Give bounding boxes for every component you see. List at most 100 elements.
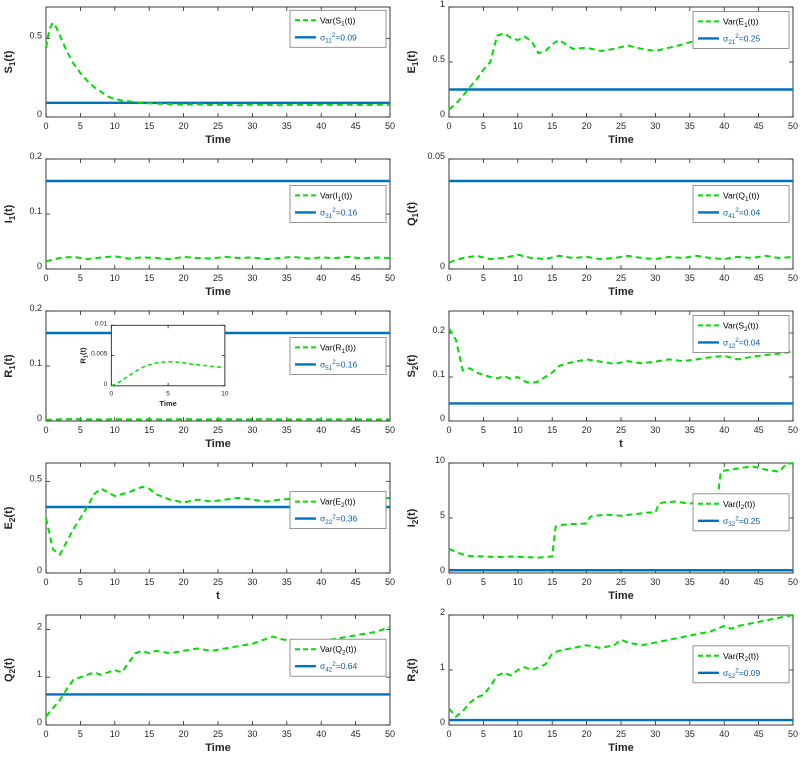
x-tick-label: 0 [43,729,48,739]
legend-entry-sigma: σ312=0.16 [320,207,358,220]
y-tick-label: 10 [435,456,445,465]
x-tick-label: 35 [685,425,695,435]
x-tick-label: 50 [788,425,798,435]
y-axis-label: E1(t) [406,50,420,73]
x-tick-label: 30 [650,577,660,587]
x-tick-label: 45 [351,121,361,131]
x-tick-label: 40 [719,121,729,131]
x-tick-label: 30 [650,425,660,435]
x-tick-label: 50 [385,121,395,131]
x-tick-label: 20 [179,729,189,739]
chart-I1: 0 5 10 15 20 25 30 35 40 45 50 0 0.1 0.2 Time I1(t) Var(… [3,151,395,298]
y-axis-label: I1(t) [3,204,17,223]
y-tick-label: 0.2 [29,304,42,313]
x-tick-label: 5 [78,273,83,283]
chart-R1: 0 5 10 15 20 25 30 35 40 45 50 0 0.1 0.2 Time R1(t) 0 5 10… [3,303,395,450]
x-tick-label: 0 [446,425,451,435]
legend: Var(R2(t)) σ522=0.09 [692,645,790,684]
variance-series [45,255,391,263]
y-tick-label: 5 [440,510,445,520]
chart-S1: 0 5 10 15 20 25 30 35 40 45 50 0 0.5 Time S1(t) Var(S1(… [3,6,395,146]
y-axis-label: Q2(t) [3,658,17,682]
x-tick-label: 5 [481,729,486,739]
y-tick-label: 1 [440,662,445,672]
x-tick-label: 15 [144,577,154,587]
legend: Var(I2(t)) σ322=0.25 [692,493,790,532]
x-axis-label: Time [608,590,633,602]
x-tick-label: 5 [78,577,83,587]
inset-variance-series [111,360,225,387]
legend-entry-variance: Var(E2(t)) [320,497,356,509]
x-tick-label: 20 [582,577,592,587]
legend: Var(R1(t)) σ512=0.16 [289,337,387,375]
x-tick-label: 20 [582,425,592,435]
y-tick-label: 0.2 [432,325,445,335]
x-tick-label: 35 [282,273,292,283]
legend-entry-variance: Var(I2(t)) [723,499,755,511]
x-tick-label: 5 [481,273,486,283]
x-tick-label: 40 [316,273,326,283]
x-tick-label: 15 [547,577,557,587]
x-tick-label: 5 [481,121,486,131]
legend-entry-sigma: σ422=0.64 [320,661,358,674]
x-tick-label: 40 [719,425,729,435]
x-tick-label: 30 [247,577,257,587]
x-tick-label: 20 [179,121,189,131]
x-tick-label: 35 [685,273,695,283]
y-tick-label: 0 [37,565,42,575]
x-tick-label: 15 [144,729,154,739]
y-tick-label: 0 [104,381,108,388]
y-axis-label: I2(t) [406,508,420,527]
x-tick-label: 35 [282,121,292,131]
x-tick-label: 25 [616,273,626,283]
x-axis-label: Time [159,399,176,408]
x-tick-label: 30 [247,729,257,739]
y-axis-label: S1(t) [3,50,17,73]
x-tick-label: 30 [650,273,660,283]
plot-box [45,614,391,726]
y-tick-label: 0.1 [29,206,42,216]
x-tick-label: 30 [247,121,257,131]
x-tick-label: 0 [446,577,451,587]
x-tick-label: 20 [179,273,189,283]
y-axis-label: R2(t) [406,658,420,682]
legend-entry-variance: Var(I1(t)) [320,190,352,202]
subplot-I1: 0 5 10 15 20 25 30 35 40 45 50 0 0.1 0.2 Time I1(t) Var(… [0,151,403,304]
x-tick-label: 25 [616,425,626,435]
x-tick-label: 45 [351,729,361,739]
subplot-R1: 0 5 10 15 20 25 30 35 40 45 50 0 0.1 0.2 Time R1(t) 0 5 10… [0,303,403,456]
y-axis-label: Q1(t) [406,202,420,226]
subplot-S2: 0 5 10 15 20 25 30 35 40 45 50 0 0.1 0.2 t S2(t) Var(S2(… [403,304,806,456]
chart-E1: 0 5 10 15 20 25 30 35 40 45 50 0 0.5 1 Time E1(t) Var(E1… [406,0,798,146]
y-tick-label: 0.05 [427,152,445,161]
x-tick-label: 35 [685,577,695,587]
legend-entry-variance: Var(S1(t)) [320,15,356,27]
x-tick-label: 10 [513,577,523,587]
y-tick-label: 0 [440,413,445,423]
y-tick-label: 0 [37,717,42,727]
y-tick-label: 2 [37,621,42,631]
x-tick-label: 10 [110,729,120,739]
y-tick-label: 0.1 [432,369,445,379]
x-tick-label: 5 [78,729,83,739]
x-tick-label: 10 [110,425,120,435]
subplot-E2: 0 5 10 15 20 25 30 35 40 45 50 0 0.5 t E2(t) Var(E2(t))… [0,456,403,608]
legend-entry-sigma: σ512=0.16 [320,359,358,372]
x-tick-label: 25 [213,425,223,435]
x-axis-label: Time [608,286,633,298]
x-tick-label: 20 [179,425,189,435]
legend-entry-variance: Var(E1(t)) [723,16,759,28]
x-tick-label: 10 [110,273,120,283]
x-tick-label: 40 [719,577,729,587]
chart-Q2: 0 5 10 15 20 25 30 35 40 45 50 0 1 2 Time Q2(t) Var(Q2(t… [3,614,395,754]
y-axis-label: S2(t) [406,354,420,377]
x-tick-label: 45 [754,425,764,435]
x-tick-label: 15 [547,425,557,435]
variance-series [448,614,794,719]
x-tick-label: 45 [754,577,764,587]
x-tick-label: 0 [43,273,48,283]
y-tick-label: 0 [37,109,42,119]
x-tick-label: 10 [513,729,523,739]
x-tick-label: 10 [221,390,229,397]
